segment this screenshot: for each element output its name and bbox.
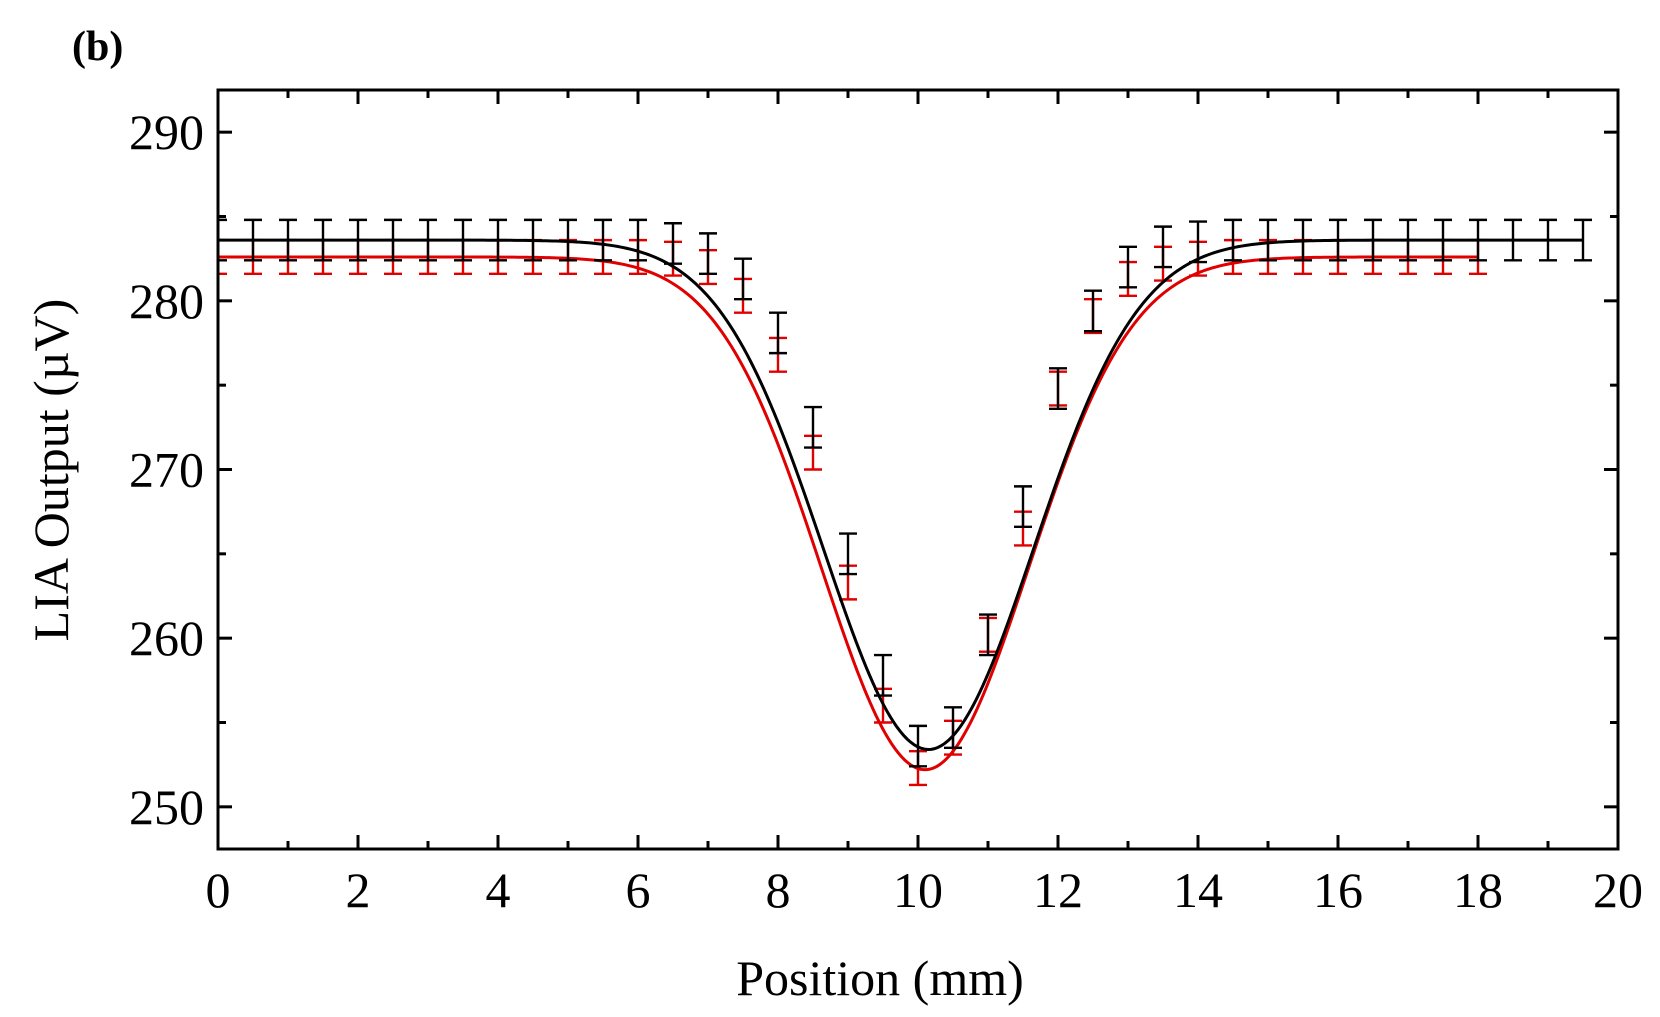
fit-line-0 (218, 255, 1478, 772)
x-tick-label: 14 (1173, 862, 1223, 918)
error-bar-1-9 (524, 218, 542, 262)
error-bar-1-39 (1574, 218, 1592, 262)
error-bar-1-0 (218, 218, 227, 262)
x-tick-label: 18 (1453, 862, 1503, 918)
error-bar-1-6 (419, 218, 437, 262)
x-tick-label: 10 (893, 862, 943, 918)
y-tick-label: 280 (129, 273, 204, 329)
error-bar-1-16 (769, 311, 787, 355)
error-bar-1-26 (1119, 245, 1137, 289)
error-bar-1-24 (1049, 367, 1067, 410)
error-bar-1-34 (1399, 218, 1417, 262)
x-tick-label: 0 (206, 862, 231, 918)
error-bar-1-33 (1364, 218, 1382, 262)
error-bar-1-13 (664, 222, 682, 265)
x-tick-label: 20 (1593, 862, 1643, 918)
x-tick-label: 12 (1033, 862, 1083, 918)
error-bar-1-7 (454, 218, 472, 262)
error-bar-1-20 (909, 724, 927, 768)
y-tick-label: 260 (129, 610, 204, 666)
error-bar-1-38 (1539, 218, 1557, 262)
x-tick-label: 4 (486, 862, 511, 918)
error-bar-1-15 (734, 257, 752, 301)
error-bar-1-29 (1224, 218, 1242, 262)
axes: 0 2 4 6 8 10 12 14 16 18 20 250 260 270 280 290 (129, 88, 1643, 918)
y-axis-title: LIA Output (µV) (23, 299, 79, 642)
error-bar-1-30 (1259, 218, 1277, 262)
error-bar-1-3 (314, 218, 332, 262)
error-bar-1-17 (804, 405, 822, 449)
x-axis-title: Position (mm) (736, 950, 1024, 1006)
series-0 (218, 238, 1487, 787)
error-bar-1-32 (1329, 218, 1347, 262)
error-bar-1-25 (1084, 289, 1102, 333)
error-bar-1-8 (489, 218, 507, 262)
error-bar-1-12 (629, 218, 647, 262)
error-bar-1-5 (384, 218, 402, 262)
series-1 (218, 218, 1592, 768)
x-tick-label: 8 (766, 862, 791, 918)
error-bar-1-14 (699, 232, 717, 276)
error-bar-1-35 (1434, 218, 1452, 262)
plot-area (218, 218, 1592, 787)
error-bar-1-23 (1014, 485, 1032, 529)
error-bar-1-37 (1504, 218, 1522, 262)
y-tick-label: 290 (129, 104, 204, 160)
error-bar-1-21 (944, 706, 962, 749)
x-tick-label: 2 (346, 862, 371, 918)
error-bar-1-1 (244, 218, 262, 262)
y-tick-label: 250 (129, 779, 204, 835)
x-tick-label: 6 (626, 862, 651, 918)
error-bar-1-36 (1469, 218, 1487, 262)
error-bar-1-4 (349, 218, 367, 262)
error-bar-1-11 (594, 218, 612, 262)
error-bar-1-22 (979, 613, 997, 657)
error-bar-1-2 (279, 218, 297, 262)
error-bar-1-18 (839, 532, 857, 576)
panel-label: (b) (72, 24, 123, 70)
error-bar-1-19 (874, 653, 892, 697)
error-bar-1-28 (1189, 220, 1207, 264)
fit-line-1 (218, 238, 1583, 751)
y-tick-label: 270 (129, 442, 204, 498)
x-tick-label: 16 (1313, 862, 1363, 918)
error-bar-1-10 (559, 218, 577, 262)
error-bar-1-31 (1294, 218, 1312, 262)
error-bar-1-27 (1154, 225, 1172, 269)
